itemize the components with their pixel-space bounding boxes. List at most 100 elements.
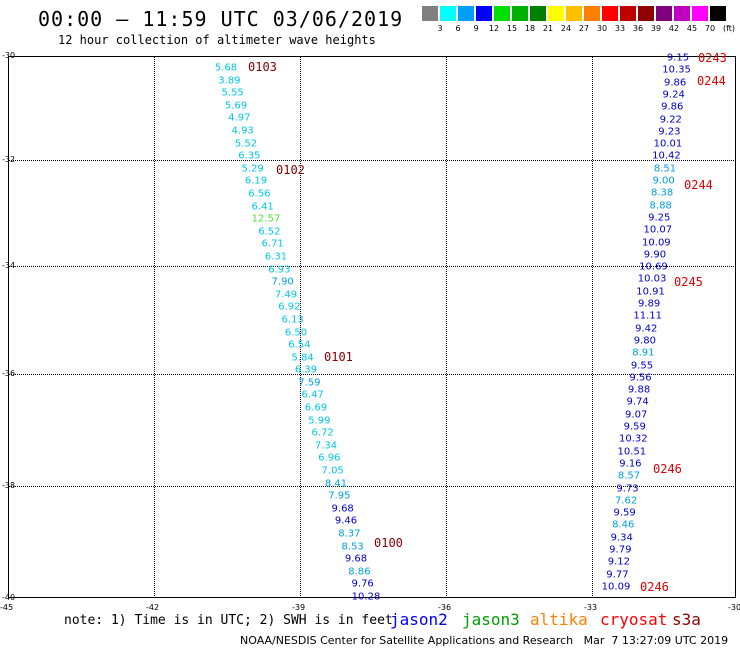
legend-swatch — [512, 6, 528, 21]
wave-height-value: 8.88 — [649, 200, 672, 212]
wave-height-value: 10.03 — [637, 273, 667, 285]
legend-swatch — [656, 6, 672, 21]
wave-height-value: 9.59 — [623, 421, 646, 433]
wave-height-value: 6.39 — [294, 364, 318, 376]
wave-height-value: 5.84 — [291, 352, 314, 364]
wave-height-value: 10.09 — [601, 581, 631, 593]
wave-height-value: 8.57 — [617, 470, 641, 482]
wave-height-value: 6.50 — [284, 327, 308, 338]
legend-label: 18 — [524, 24, 536, 33]
latitude-gridline — [8, 374, 736, 375]
wave-height-value: 8.46 — [612, 519, 635, 531]
wave-height-value: 9.22 — [659, 114, 682, 125]
wave-height-value: 9.79 — [609, 544, 632, 556]
wave-height-value: 6.72 — [311, 427, 334, 439]
pass-number-label: 0246 — [653, 462, 682, 476]
wave-height-value: 9.77 — [606, 569, 629, 581]
wave-height-value: 9.68 — [344, 553, 368, 565]
pass-number-label: 0244 — [697, 74, 726, 88]
wave-height-value: 9.90 — [643, 249, 667, 261]
legend-swatch — [476, 6, 492, 21]
wave-height-value: 9.42 — [635, 323, 658, 335]
satellite-legend-cryosat: cryosat — [600, 610, 668, 629]
satellite-legend-jason3: jason3 — [462, 610, 520, 629]
wave-height-value: 9.56 — [629, 372, 652, 384]
pass-number-label: 0102 — [276, 163, 305, 177]
wave-height-value: 5.55 — [221, 87, 244, 99]
wave-height-value: 4.97 — [228, 112, 251, 124]
wave-height-value: 9.89 — [638, 298, 661, 310]
pass-number-label: 0245 — [674, 275, 703, 289]
wave-height-value: 9.00 — [652, 175, 675, 187]
wave-height-value: 9.68 — [331, 503, 354, 515]
legend-swatch — [602, 6, 618, 21]
legend-swatch — [692, 6, 708, 21]
longitude-gridline — [300, 56, 301, 598]
plot-frame — [8, 56, 736, 598]
wave-height-value: 7.62 — [614, 495, 638, 507]
longitude-label: -45 — [0, 603, 14, 612]
wave-height-value: 6.56 — [248, 188, 271, 200]
legend-label: 27 — [578, 24, 590, 33]
wave-height-value: 8.38 — [650, 187, 674, 199]
longitude-label: -36 — [438, 603, 452, 612]
latitude-gridline — [8, 266, 736, 267]
pass-number-label: 0246 — [640, 580, 669, 594]
latitude-label: -38 — [2, 481, 16, 490]
wave-height-value: 6.35 — [238, 150, 261, 162]
legend-label: 33 — [614, 24, 626, 33]
wave-height-value: 10.09 — [642, 237, 671, 249]
wave-height-value: 12.57 — [251, 213, 281, 225]
wave-height-value: 9.86 — [663, 77, 687, 89]
satellite-legend-altika: altika — [530, 610, 588, 629]
legend-swatch — [494, 6, 510, 21]
wave-height-value: 10.69 — [639, 261, 668, 273]
wave-height-value: 9.80 — [633, 335, 656, 347]
wave-height-value: 5.29 — [241, 163, 264, 175]
latitude-label: -32 — [2, 155, 16, 164]
legend-label: 21 — [542, 24, 554, 33]
wave-height-value: 9.12 — [607, 556, 631, 568]
wave-height-value: 6.41 — [251, 201, 274, 213]
wave-height-value: 6.92 — [278, 301, 301, 313]
legend-label: 3 — [437, 24, 443, 33]
longitude-label: -30 — [728, 603, 740, 612]
note-text: note: 1) Time is in UTC; 2) SWH is in fe… — [64, 613, 393, 628]
latitude-label: -30 — [2, 51, 16, 60]
wave-height-value: 6.19 — [244, 175, 268, 187]
pass-number-label: 0243 — [698, 51, 727, 65]
wave-height-value: 6.54 — [288, 339, 311, 351]
pass-number-label: 0100 — [374, 536, 403, 550]
wave-height-value: 9.59 — [613, 507, 636, 519]
legend-label: 36 — [632, 24, 644, 33]
legend-label: 15 — [506, 24, 518, 33]
map-subtitle: 12 hour collection of altimeter wave hei… — [58, 33, 376, 47]
wave-height-value: 9.25 — [648, 212, 671, 224]
wave-height-value: 8.53 — [341, 541, 364, 553]
wave-height-value: 10.32 — [618, 433, 648, 445]
wave-height-value: 7.49 — [274, 289, 298, 301]
legend-label: 39 — [650, 24, 662, 33]
legend-label: 70 — [704, 24, 716, 33]
map-title: 00:00 – 11:59 UTC 03/06/2019 — [38, 7, 404, 31]
legend-label: 6 — [455, 24, 461, 33]
legend-label: 45 — [686, 24, 698, 33]
satellite-legend-jason2: jason2 — [390, 610, 448, 629]
legend-swatch — [566, 6, 582, 21]
longitude-label: -42 — [146, 603, 160, 612]
wave-height-value: 10.51 — [617, 446, 647, 458]
legend-label: 30 — [596, 24, 608, 33]
pass-number-label: 0101 — [324, 350, 353, 364]
wave-height-value: 5.99 — [308, 415, 331, 427]
wave-height-value: 8.37 — [338, 528, 361, 540]
longitude-gridline — [446, 56, 447, 598]
satellite-legend-s3a: s3a — [672, 610, 701, 629]
longitude-gridline — [592, 56, 593, 598]
wave-height-value: 7.59 — [298, 377, 321, 389]
wave-height-value: 4.93 — [231, 125, 254, 137]
pass-number-label: 0103 — [248, 60, 277, 74]
legend-label: 42 — [668, 24, 680, 33]
wave-height-value: 10.42 — [652, 150, 681, 162]
latitude-gridline — [8, 160, 736, 161]
footer-credit: NOAA/NESDIS Center for Satellite Applica… — [240, 634, 729, 647]
